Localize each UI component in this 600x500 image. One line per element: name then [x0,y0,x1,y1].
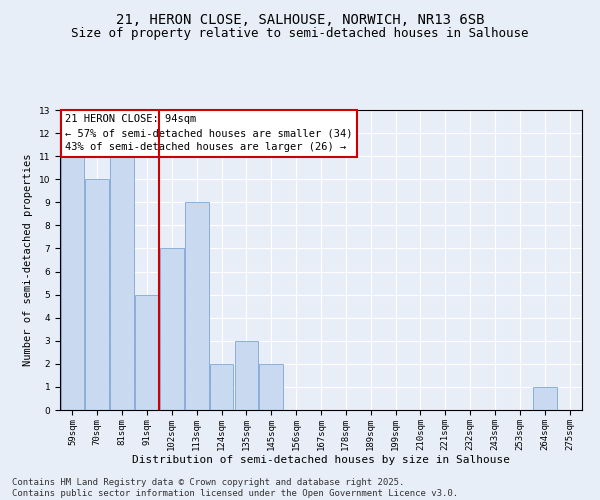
Text: 21 HERON CLOSE: 94sqm
← 57% of semi-detached houses are smaller (34)
43% of semi: 21 HERON CLOSE: 94sqm ← 57% of semi-deta… [65,114,353,152]
Bar [533,387,557,410]
Bar [235,341,258,410]
Text: 21, HERON CLOSE, SALHOUSE, NORWICH, NR13 6SB: 21, HERON CLOSE, SALHOUSE, NORWICH, NR13… [116,12,484,26]
Bar [160,248,184,410]
X-axis label: Distribution of semi-detached houses by size in Salhouse: Distribution of semi-detached houses by … [132,456,510,466]
Bar [110,156,134,410]
Text: Contains HM Land Registry data © Crown copyright and database right 2025.
Contai: Contains HM Land Registry data © Crown c… [12,478,458,498]
Bar [135,294,159,410]
Bar [210,364,233,410]
Bar [85,179,109,410]
Text: Size of property relative to semi-detached houses in Salhouse: Size of property relative to semi-detach… [71,28,529,40]
Y-axis label: Number of semi-detached properties: Number of semi-detached properties [23,154,33,366]
Bar [259,364,283,410]
Bar [185,202,209,410]
Bar [61,156,84,410]
